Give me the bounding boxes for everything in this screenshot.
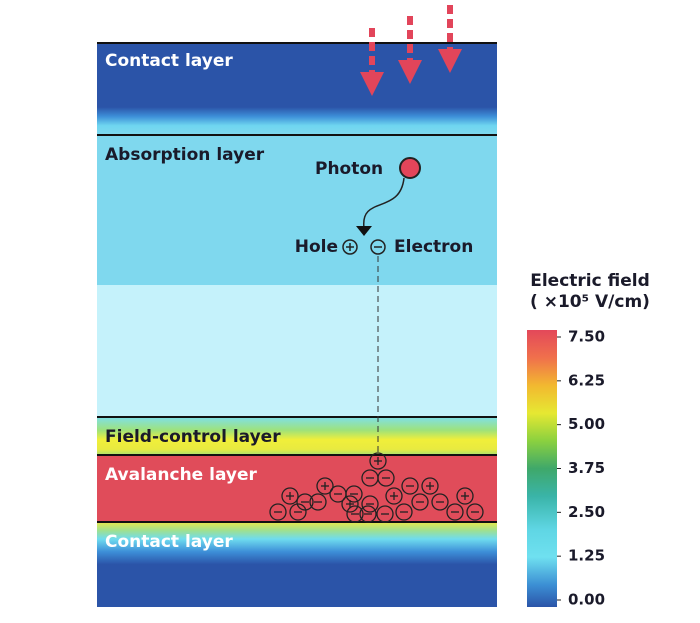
carrier	[466, 503, 484, 521]
contact-layer-bottom	[97, 522, 497, 607]
carrier	[377, 469, 395, 487]
photon	[399, 157, 421, 179]
field-control-layer	[97, 417, 497, 455]
layer-label: Contact layer	[105, 51, 233, 71]
carrier	[346, 505, 364, 523]
colorbar-tick-label: 7.50	[568, 328, 605, 346]
colorbar-tick-label: 3.75	[568, 459, 605, 477]
photon-path	[363, 177, 405, 229]
carrier	[296, 493, 314, 511]
layer-label: Avalanche layer	[105, 465, 258, 485]
arrowhead	[356, 226, 372, 236]
carrier	[341, 495, 359, 513]
carrier	[411, 493, 429, 511]
carrier	[431, 493, 449, 511]
carrier	[281, 487, 299, 505]
carrier	[421, 477, 439, 495]
carrier	[269, 503, 287, 521]
hole-label: Hole	[295, 237, 338, 257]
layer-label: Absorption layer	[105, 145, 265, 165]
colorbar	[527, 330, 557, 607]
colorbar-tick-label: 5.00	[568, 415, 605, 433]
avalanche-carriers	[269, 452, 484, 523]
carrier	[446, 503, 464, 521]
carrier	[369, 452, 387, 470]
light-arrows	[360, 5, 462, 96]
colorbar-tick-label: 1.25	[568, 547, 605, 565]
absorption-layer-lower	[97, 285, 497, 417]
colorbar-tick-label: 6.25	[568, 371, 605, 389]
carrier	[395, 503, 413, 521]
carrier	[385, 487, 403, 505]
layer-label: Contact layer	[105, 532, 233, 552]
carrier	[345, 485, 363, 503]
carrier	[289, 503, 307, 521]
electron-label: Electron	[394, 237, 473, 257]
carrier	[376, 505, 394, 523]
colorbar-tick-label: 2.50	[568, 503, 605, 521]
carrier	[456, 487, 474, 505]
colorbar-tick-label: 0.00	[568, 591, 605, 609]
colorbar-unit: ( ×10⁵ V/cm)	[530, 292, 650, 312]
carrier-pair	[342, 239, 386, 255]
contact-layer	[97, 42, 497, 135]
carrier	[361, 495, 379, 513]
boundaries	[97, 42, 497, 523]
carrier	[401, 477, 419, 495]
colorbar-title: Electric field	[530, 271, 650, 291]
carrier	[309, 493, 327, 511]
layer-label: Field-control layer	[105, 427, 281, 447]
carrier	[316, 477, 334, 495]
photon-label: Photon	[315, 159, 383, 179]
carrier	[359, 505, 377, 523]
absorption-layer	[97, 135, 497, 285]
